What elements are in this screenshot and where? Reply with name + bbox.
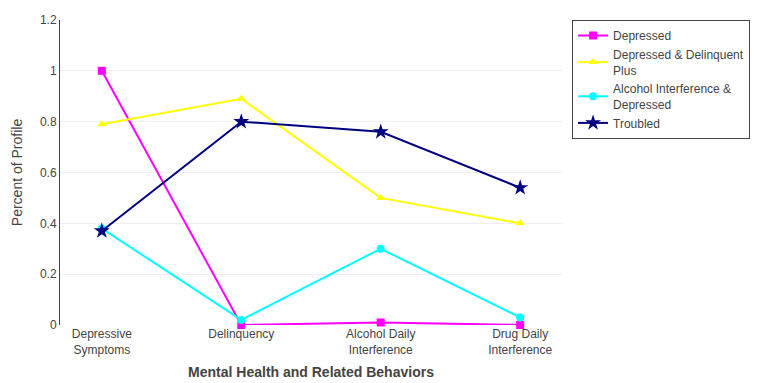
svg-text:0.2: 0.2	[40, 267, 57, 281]
svg-text:1.2: 1.2	[40, 13, 57, 27]
svg-text:0.6: 0.6	[40, 166, 57, 180]
svg-text:Depressed & DelinquentPlus: Depressed & DelinquentPlus	[613, 48, 744, 78]
svg-text:0.8: 0.8	[40, 115, 57, 129]
svg-text:1: 1	[50, 64, 57, 78]
svg-text:0: 0	[50, 318, 57, 332]
svg-text:Troubled: Troubled	[613, 117, 660, 131]
svg-text:Mental Health and Related Beha: Mental Health and Related Behaviors	[188, 364, 434, 380]
svg-text:Percent of Profile: Percent of Profile	[9, 119, 25, 227]
svg-text:0.4: 0.4	[40, 217, 57, 231]
svg-text:Alcohol Interference &Depresse: Alcohol Interference &Depressed	[613, 82, 731, 112]
svg-text:DepressiveSymptoms: DepressiveSymptoms	[72, 327, 132, 357]
svg-text:Depressed: Depressed	[613, 29, 671, 43]
svg-text:Alcohol DailyInterference: Alcohol DailyInterference	[346, 327, 415, 357]
svg-text:Drug DailyInterference: Drug DailyInterference	[488, 327, 552, 357]
svg-text:Delinquency: Delinquency	[208, 327, 274, 341]
